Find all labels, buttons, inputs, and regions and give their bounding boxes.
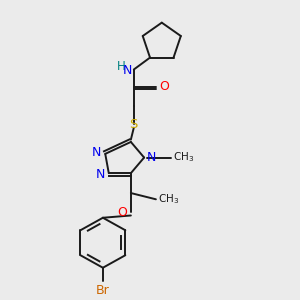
- Text: CH$_3$: CH$_3$: [173, 151, 194, 164]
- Text: S: S: [130, 118, 138, 130]
- Text: Br: Br: [96, 284, 110, 297]
- Text: CH$_3$: CH$_3$: [158, 192, 179, 206]
- Text: O: O: [118, 206, 127, 219]
- Text: N: N: [147, 151, 156, 164]
- Text: N: N: [92, 146, 101, 159]
- Text: O: O: [159, 80, 169, 93]
- Text: N: N: [123, 64, 132, 76]
- Text: N: N: [96, 168, 105, 181]
- Text: H: H: [117, 60, 126, 73]
